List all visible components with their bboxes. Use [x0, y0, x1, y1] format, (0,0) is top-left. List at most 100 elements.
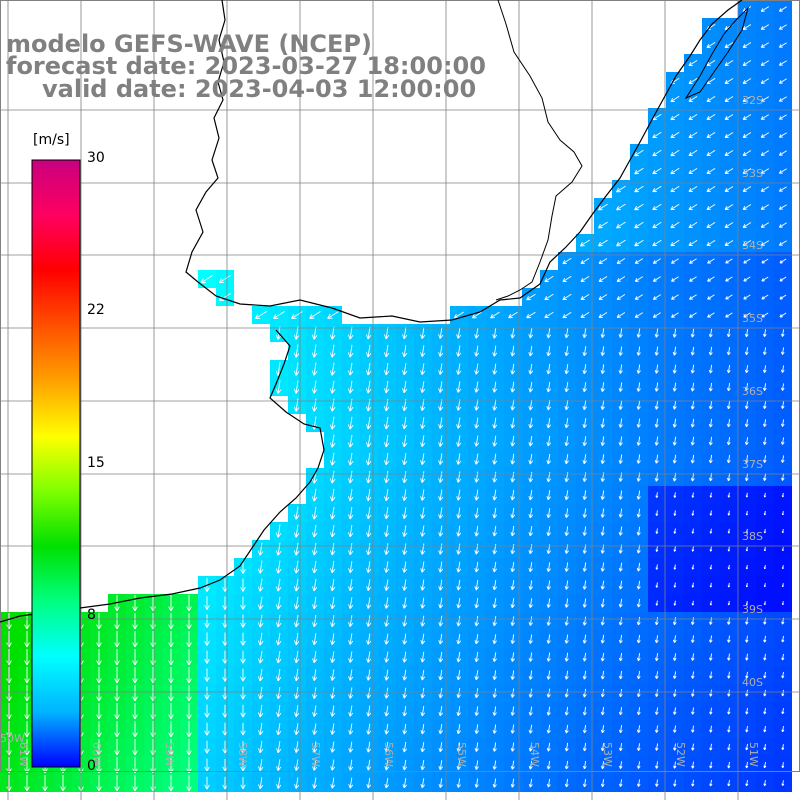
wind-arrow: [492, 634, 497, 645]
wind-arrow: [114, 721, 120, 738]
wind-arrow: [311, 542, 318, 556]
wind-arrow: [420, 687, 426, 699]
wind-arrow: [562, 311, 572, 319]
wind-arrow: [781, 601, 784, 606]
wind-arrow: [474, 670, 479, 681]
wind-arrow: [724, 114, 734, 120]
wind-arrow: [564, 598, 569, 608]
wind-arrow: [420, 705, 426, 717]
wind-arrow: [670, 131, 680, 139]
wind-arrow: [706, 150, 716, 157]
wind-arrow: [616, 312, 626, 318]
wind-arrow: [564, 778, 569, 788]
wind-arrow: [690, 436, 695, 446]
wind-arrow: [690, 328, 695, 338]
lat-label: 40S: [742, 676, 763, 689]
wind-arrow: [402, 453, 408, 466]
wind-arrow: [673, 689, 677, 697]
wind-arrow: [781, 511, 785, 516]
wind-arrow: [528, 670, 533, 680]
wind-arrow: [743, 276, 751, 282]
wind-arrow: [778, 78, 787, 84]
wind-arrow: [742, 186, 752, 192]
wind-arrow: [598, 294, 608, 300]
wind-arrow: [273, 311, 285, 320]
wind-arrow: [474, 327, 480, 339]
model-title: modelo GEFS-WAVE (NCEP): [6, 30, 372, 58]
wind-arrow: [745, 653, 749, 661]
wind-arrow: [672, 382, 677, 392]
wind-arrow: [474, 706, 479, 716]
wind-arrow: [564, 418, 569, 429]
wind-arrow: [582, 652, 587, 662]
wind-arrow: [781, 708, 785, 715]
wind-arrow: [655, 528, 659, 534]
wind-arrow: [707, 294, 715, 300]
wind-arrow: [510, 507, 516, 519]
wind-arrow: [474, 345, 480, 357]
wind-arrow: [383, 326, 390, 340]
lat-label: 32S: [742, 94, 763, 107]
wind-arrow: [672, 418, 677, 428]
wind-arrow: [780, 329, 785, 337]
wind-arrow: [636, 616, 641, 626]
wind-arrow: [258, 759, 264, 772]
wind-arrow: [688, 168, 698, 175]
wind-arrow: [672, 364, 677, 374]
wind-arrow: [636, 634, 641, 644]
wind-arrow: [781, 671, 785, 679]
wind-arrow: [276, 741, 282, 754]
wind-arrow: [725, 276, 733, 282]
wind-arrow: [636, 580, 641, 590]
wind-arrow: [564, 616, 569, 626]
wind-arrow: [691, 707, 695, 715]
wind-arrow: [690, 617, 695, 625]
wind-arrow: [762, 419, 767, 427]
wind-arrow: [618, 616, 623, 626]
wind-arrow: [420, 453, 426, 465]
wind-arrow: [329, 452, 336, 466]
wind-arrow: [618, 418, 623, 428]
wind-arrow: [600, 436, 605, 446]
wind-arrow: [438, 345, 444, 357]
wind-arrow: [744, 455, 749, 464]
wind-arrow: [348, 543, 354, 556]
wind-arrow: [528, 381, 534, 393]
wind-arrow: [779, 258, 787, 264]
wind-arrow: [384, 705, 390, 717]
wind-arrow: [348, 615, 354, 627]
wind-arrow: [528, 327, 534, 339]
wind-arrow: [673, 492, 677, 498]
wind-arrow: [652, 276, 661, 282]
wind-arrow: [312, 669, 318, 681]
wind-arrow: [510, 652, 515, 662]
wind-arrow: [544, 293, 554, 301]
wind-arrow: [670, 113, 680, 121]
wind-arrow: [564, 580, 569, 590]
wind-arrow: [691, 653, 695, 661]
wind-arrow: [366, 597, 372, 609]
wind-arrow: [654, 671, 659, 679]
wind-arrow: [490, 311, 500, 319]
lon-label: 56W: [382, 742, 395, 767]
wind-arrow: [689, 258, 697, 264]
wind-arrow: [528, 778, 533, 788]
wind-arrow: [402, 705, 408, 717]
wind-arrow: [402, 561, 408, 573]
wind-arrow: [474, 381, 480, 393]
wind-arrow: [562, 275, 572, 283]
wind-arrow: [240, 632, 246, 646]
wind-arrow: [763, 601, 766, 606]
wind-arrow: [618, 743, 623, 752]
wind-arrow: [330, 633, 336, 645]
wind-arrow: [474, 760, 479, 770]
wind-arrow: [760, 240, 770, 246]
wind-arrow: [636, 562, 641, 572]
wind-arrow: [743, 312, 751, 318]
wind-arrow: [366, 669, 372, 681]
wind-arrow: [564, 688, 569, 698]
wind-arrow: [257, 542, 264, 556]
wind-arrow: [672, 328, 677, 338]
wind-arrow: [420, 561, 426, 573]
wind-arrow: [546, 526, 551, 537]
